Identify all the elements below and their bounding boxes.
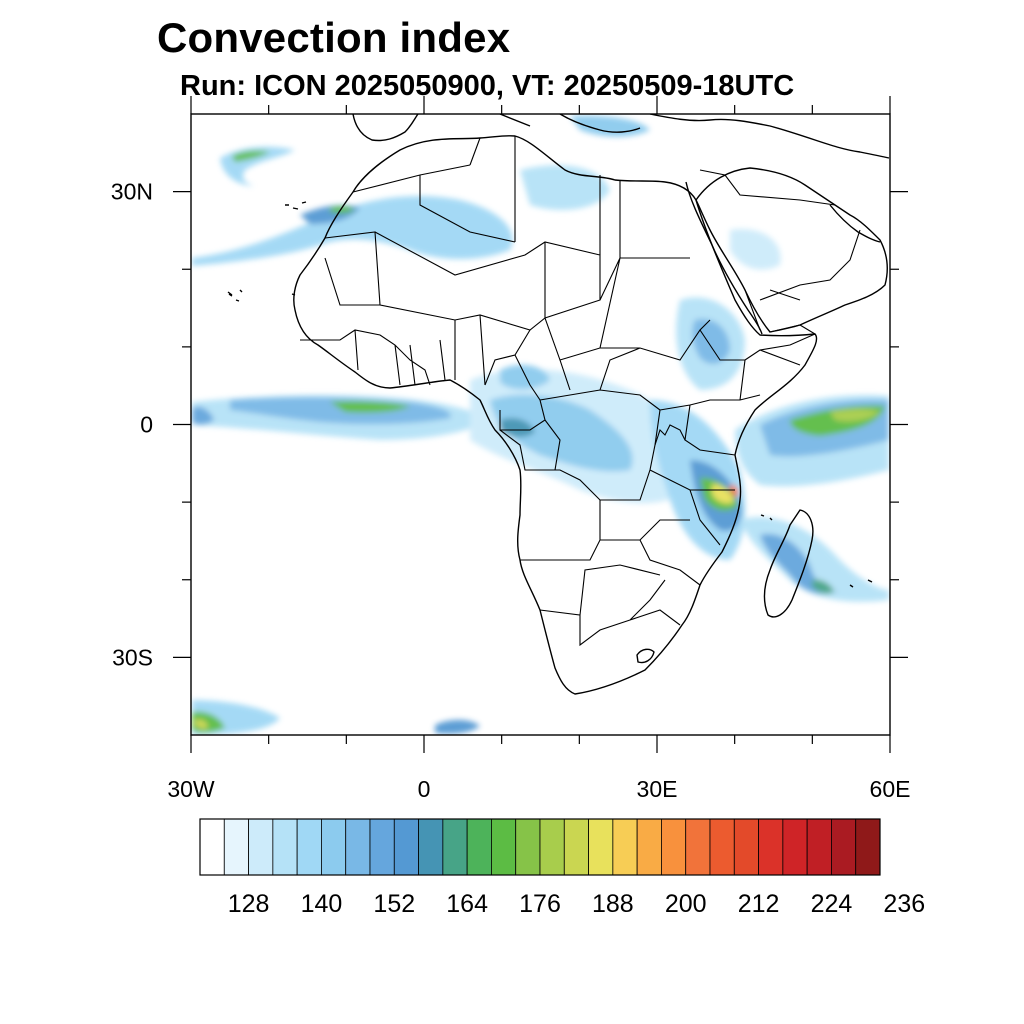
west-africa-patch bbox=[500, 364, 550, 390]
east-africa-peak bbox=[729, 484, 739, 497]
madagascar-green bbox=[812, 579, 834, 594]
colorbar-label: 200 bbox=[665, 890, 707, 918]
colorbar: 128 140 152 164 176 188 200 212 224 236 bbox=[199, 818, 925, 918]
colorbar-swatch-5 bbox=[321, 818, 347, 876]
colorbar-swatch-6 bbox=[345, 818, 371, 876]
axis-tick-labels: 30W 0 30E 60E 30N 0 30S bbox=[111, 179, 911, 802]
colorbar-swatch-12 bbox=[491, 818, 517, 876]
italy-balkans bbox=[499, 114, 641, 133]
colorbar-swatch-10 bbox=[442, 818, 468, 876]
madagascar bbox=[763, 509, 814, 618]
lon-tick-label: 60E bbox=[870, 776, 911, 802]
colorbar-swatch-21 bbox=[709, 818, 735, 876]
ethiopia-mid bbox=[692, 319, 730, 364]
libya-patch bbox=[520, 165, 610, 210]
itcz-band-core bbox=[330, 401, 410, 413]
turkey-levant bbox=[649, 114, 890, 159]
comoros-seychelles bbox=[760, 514, 873, 588]
colorbar-label: 236 bbox=[883, 890, 925, 918]
colorbar-swatch-24 bbox=[782, 818, 808, 876]
border-west-africa bbox=[300, 314, 486, 386]
sw-atlantic-yellow bbox=[195, 719, 208, 729]
colorbar-label: 152 bbox=[373, 890, 415, 918]
lon-tick-label: 30W bbox=[167, 776, 215, 802]
border-maghreb bbox=[352, 136, 516, 243]
axis-ticks bbox=[173, 96, 908, 753]
colorbar-swatch-9 bbox=[418, 818, 444, 876]
colorbar-swatch-22 bbox=[733, 818, 759, 876]
colorbar-swatch-0 bbox=[199, 818, 225, 876]
africa-coastline bbox=[293, 135, 818, 695]
border-arabia bbox=[699, 169, 861, 301]
border-western-sahara bbox=[324, 231, 381, 306]
colorbar-label: 140 bbox=[301, 890, 343, 918]
arabia-patch bbox=[730, 229, 781, 270]
colorbar-swatch-23 bbox=[758, 818, 784, 876]
convection-field bbox=[192, 115, 889, 735]
colorbar-swatch-13 bbox=[515, 818, 541, 876]
congo-mid bbox=[490, 394, 633, 472]
colorbar-swatch-14 bbox=[539, 818, 565, 876]
colorbar-swatch-7 bbox=[369, 818, 395, 876]
lat-tick-label: 30S bbox=[112, 644, 153, 670]
iberia-europe bbox=[352, 114, 419, 142]
colorbar-swatch-19 bbox=[661, 818, 687, 876]
colorbar-swatch-20 bbox=[685, 818, 711, 876]
border-chad-sudan bbox=[544, 242, 711, 361]
colorbar-swatch-11 bbox=[466, 818, 492, 876]
colorbar-label: 224 bbox=[811, 890, 853, 918]
colorbar-swatch-18 bbox=[636, 818, 662, 876]
border-egypt-libya bbox=[599, 175, 621, 258]
colorbar-label: 176 bbox=[519, 890, 561, 918]
congo-core bbox=[500, 418, 535, 438]
border-horn bbox=[744, 289, 816, 351]
colorbar-swatch-26 bbox=[831, 818, 857, 876]
lon-tick-label: 0 bbox=[418, 776, 431, 802]
jet-green bbox=[330, 206, 355, 214]
border-east-africa bbox=[659, 329, 801, 456]
lesotho bbox=[636, 648, 655, 664]
arabian-peninsula bbox=[695, 167, 888, 333]
canary-swirl-core bbox=[232, 150, 270, 162]
lat-tick-label: 30N bbox=[111, 179, 153, 205]
colorbar-swatch-15 bbox=[563, 818, 589, 876]
border-southern-africa bbox=[539, 564, 681, 647]
colorbar-swatch-8 bbox=[393, 818, 419, 876]
colorbar-frame bbox=[199, 818, 881, 876]
med-patch bbox=[570, 115, 650, 137]
colorbar-swatch-17 bbox=[612, 818, 638, 876]
colorbar-swatch-2 bbox=[248, 818, 274, 876]
lon-tick-label: 30E bbox=[637, 776, 678, 802]
colorbar-swatch-25 bbox=[806, 818, 832, 876]
south-atlantic-patch bbox=[435, 719, 480, 734]
lat-tick-label: 0 bbox=[140, 412, 153, 438]
canary-islands bbox=[228, 201, 307, 297]
cape-verde bbox=[227, 289, 243, 302]
chart-title: Convection index bbox=[157, 14, 511, 61]
colorbar-swatch-4 bbox=[296, 818, 322, 876]
coastlines-borders bbox=[227, 114, 890, 695]
red-sea-coast bbox=[685, 181, 763, 335]
colorbar-swatch-3 bbox=[272, 818, 298, 876]
colorbar-label: 128 bbox=[228, 890, 270, 918]
chart-subtitle: Run: ICON 2025050900, VT: 20250509-18UTC bbox=[180, 70, 795, 102]
itcz-west-patch bbox=[192, 406, 214, 425]
colorbar-label: 188 bbox=[592, 890, 634, 918]
jet-band bbox=[192, 196, 513, 266]
border-central-africa bbox=[539, 347, 661, 411]
border-lakes bbox=[649, 424, 735, 546]
persian-gulf bbox=[829, 204, 881, 243]
border-angola-zambia bbox=[520, 500, 701, 586]
colorbar-swatch-27 bbox=[855, 818, 881, 876]
indian-ocean-lime bbox=[830, 409, 880, 422]
colorbar-swatch-16 bbox=[588, 818, 614, 876]
colorbar-label: 164 bbox=[446, 890, 488, 918]
country-borders bbox=[300, 136, 861, 647]
border-congo-drc bbox=[499, 409, 661, 501]
colorbar-label: 212 bbox=[738, 890, 780, 918]
colorbar-swatch-1 bbox=[223, 818, 249, 876]
east-africa-yellow bbox=[712, 484, 734, 504]
